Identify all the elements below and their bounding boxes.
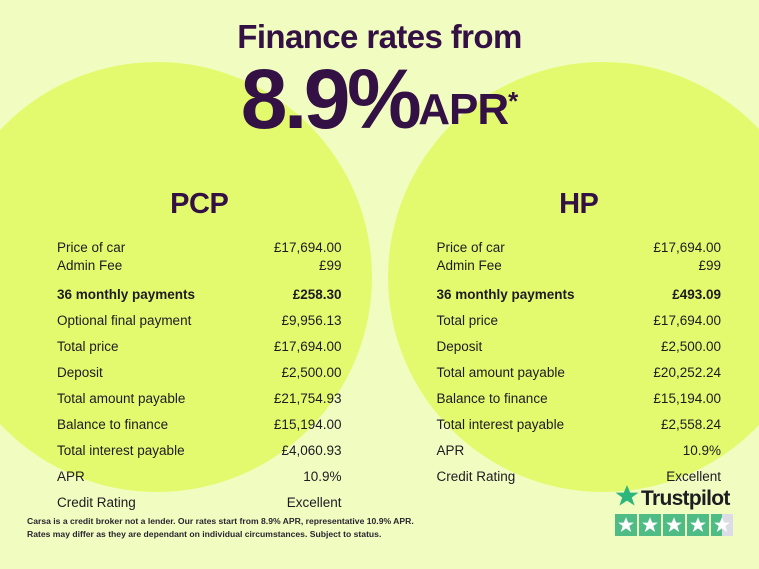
row-label: Total price (57, 339, 119, 354)
row-label: Admin Fee (436, 258, 502, 273)
table-row: APR 10.9% (437, 442, 722, 460)
background-circle-left (0, 62, 372, 492)
row-label: Total interest payable (57, 443, 185, 458)
row-value: £9,956.13 (281, 313, 342, 328)
headline-rate-value: 8.9% (240, 52, 422, 146)
trustpilot-rating-stars (615, 514, 741, 536)
row-value: £17,694.00 (273, 240, 342, 255)
row-value: £258.30 (292, 287, 342, 302)
row-label: 36 monthly payments (436, 287, 575, 302)
page-title: Finance rates from (237, 18, 522, 55)
table-row: Total price £17,694.00 (437, 312, 722, 330)
table-row: Deposit £2,500.00 (57, 364, 342, 382)
table-row: APR 10.9% (57, 468, 342, 486)
rows-pcp: Price of car £17,694.00 Admin Fee £99 36… (57, 239, 342, 512)
row-label: Balance to finance (436, 391, 548, 406)
table-row: Balance to finance £15,194.00 (437, 390, 722, 408)
row-label: Total price (436, 313, 499, 328)
headline-rate: 8.9%APR* (0, 57, 759, 141)
row-label: Price of car (436, 240, 505, 255)
table-row: Optional final payment £9,956.13 (57, 312, 342, 330)
table-row: Admin Fee £99 (57, 257, 342, 275)
row-value: £17,694.00 (653, 240, 721, 255)
table-row: Price of car £17,694.00 (57, 239, 342, 257)
disclaimer: Carsa is a credit broker not a lender. O… (27, 515, 447, 540)
trustpilot-star-icon (615, 484, 639, 512)
row-label: Total amount payable (57, 391, 186, 406)
table-row: Deposit £2,500.00 (437, 338, 722, 356)
headline-asterisk: * (508, 86, 519, 116)
row-label: 36 monthly payments (57, 287, 196, 302)
table-row: Credit Rating Excellent (57, 494, 342, 512)
column-heading-hp: HP (559, 188, 599, 220)
row-label: Total interest payable (436, 417, 565, 432)
star-2-icon (639, 514, 661, 536)
table-row-highlight: 36 monthly payments £258.30 (57, 286, 342, 304)
row-label: Credit Rating (57, 495, 136, 510)
headline-apr-label: APR (418, 85, 509, 134)
row-value: £4,060.93 (281, 443, 342, 458)
row-value: £99 (698, 258, 721, 273)
table-row-highlight: 36 monthly payments £493.09 (437, 286, 722, 304)
table-row: Total interest payable £2,558.24 (437, 416, 722, 434)
disclaimer-line-1: Carsa is a credit broker not a lender. O… (27, 516, 414, 526)
table-row: Total interest payable £4,060.93 (57, 442, 342, 460)
star-3-icon (663, 514, 685, 536)
row-value: £99 (318, 258, 342, 273)
row-label: APR (436, 443, 465, 458)
row-label: Deposit (436, 339, 483, 354)
table-row: Credit Rating Excellent (437, 468, 722, 486)
row-value: Excellent (666, 469, 721, 484)
row-value: £15,194.00 (273, 417, 342, 432)
row-value: £21,754.93 (273, 391, 342, 406)
row-value: £2,500.00 (281, 365, 342, 380)
row-value: £493.09 (672, 287, 721, 302)
disclaimer-line-2: Rates may differ as they are dependant o… (27, 528, 382, 539)
row-value: £2,500.00 (660, 339, 721, 354)
rows-hp: Price of car £17,694.00 Admin Fee £99 36… (437, 239, 722, 486)
row-value: £15,194.00 (653, 391, 721, 406)
trustpilot-wordmark: Trustpilot (641, 486, 730, 510)
table-row: Balance to finance £15,194.00 (57, 416, 342, 434)
row-value: 10.9% (303, 469, 342, 484)
row-label: Balance to finance (57, 417, 169, 432)
row-label: Admin Fee (57, 258, 123, 273)
row-value: £2,558.24 (660, 417, 721, 432)
row-label: Credit Rating (436, 469, 516, 484)
column-heading-pcp: PCP (170, 188, 229, 220)
row-value: £17,694.00 (273, 339, 342, 354)
table-row: Total amount payable £21,754.93 (57, 390, 342, 408)
table-row: Total price £17,694.00 (57, 338, 342, 356)
row-value: £20,252.24 (653, 365, 721, 380)
row-label: Deposit (57, 365, 103, 380)
row-label: Total amount payable (436, 365, 565, 380)
column-hp: HP Price of car £17,694.00 Admin Fee £99… (380, 188, 759, 512)
row-value: 10.9% (682, 443, 721, 458)
star-1-icon (615, 514, 637, 536)
row-label: Optional final payment (57, 313, 192, 328)
row-label: Price of car (57, 240, 126, 255)
row-value: Excellent (286, 495, 342, 510)
trustpilot-logo: Trustpilot (615, 484, 741, 512)
trustpilot-widget[interactable]: Trustpilot (615, 484, 741, 536)
row-label: APR (57, 469, 85, 484)
background-circle-right (388, 62, 759, 492)
row-value: £17,694.00 (653, 313, 721, 328)
table-row: Price of car £17,694.00 (437, 239, 722, 257)
column-pcp: PCP Price of car £17,694.00 Admin Fee £9… (0, 188, 380, 512)
table-row: Admin Fee £99 (437, 257, 722, 275)
finance-comparison: PCP Price of car £17,694.00 Admin Fee £9… (0, 188, 759, 512)
star-4-icon (687, 514, 709, 536)
star-5-half-icon (711, 514, 733, 536)
table-row: Total amount payable £20,252.24 (437, 364, 722, 382)
